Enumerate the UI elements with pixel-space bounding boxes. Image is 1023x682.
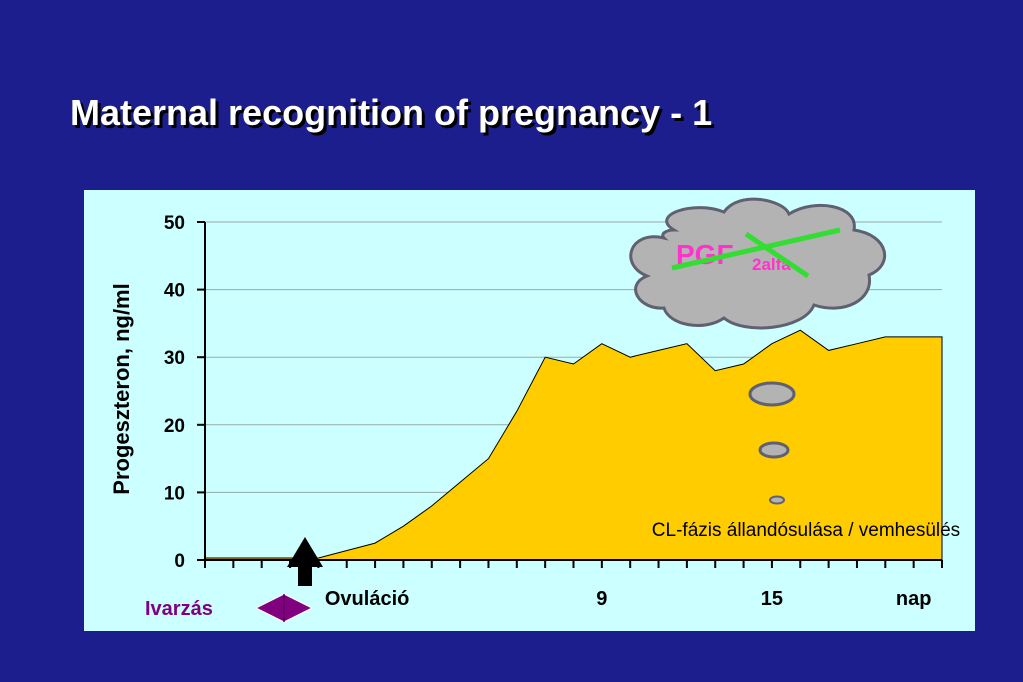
- x-category-label: nap: [896, 588, 932, 610]
- y-tick-labels: 0 10 20 30 40 50: [164, 213, 205, 572]
- y-tick-label: 40: [164, 281, 185, 302]
- slide-title: Maternal recognition of pregnancy - 1: [70, 92, 713, 133]
- x-tick-marks: [204, 560, 943, 568]
- chart-panel: 0 10 20 30 40 50 Progeszteron, ng/ml CL-fázis…: [84, 190, 975, 631]
- ovulation-arrow-icon: [287, 537, 323, 586]
- y-tick-label: 50: [164, 213, 185, 234]
- y-axis-label: Progeszteron, ng/ml: [109, 283, 134, 494]
- y-tick-label: 10: [164, 483, 185, 504]
- ivarzas-label: Ivarzás: [145, 598, 213, 620]
- bubble-medium: [758, 441, 790, 459]
- pgf-cloud: PGF 2alfa: [629, 197, 887, 330]
- x-category-label: 9: [596, 588, 607, 610]
- x-category-label: Ovuláció: [325, 588, 409, 610]
- thought-bubbles: [748, 381, 796, 505]
- cross-line-1: [671, 227, 841, 271]
- y-tick-label: 20: [164, 416, 185, 437]
- phase-annotation: CL-fázis állandósulása / vemhesülés: [652, 520, 960, 541]
- cloud-icon: [629, 197, 887, 330]
- cross-line-2: [744, 231, 810, 279]
- progesterone-chart: 0 10 20 30 40 50 Progeszteron, ng/ml CL-fázis…: [109, 197, 960, 623]
- ivarzas-marker: Ivarzás: [145, 593, 314, 623]
- y-tick-label: 0: [174, 551, 185, 572]
- y-tick-label: 30: [164, 348, 185, 369]
- x-category-label: 15: [761, 588, 783, 610]
- bubble-small: [769, 495, 785, 505]
- bubble-large: [748, 381, 796, 407]
- x-category-labels: Ovuláció 9 15 nap: [325, 588, 932, 610]
